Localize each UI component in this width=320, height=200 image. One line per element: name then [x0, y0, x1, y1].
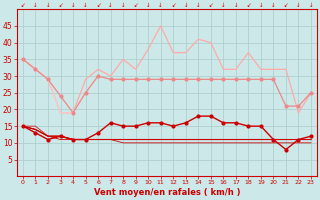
X-axis label: Vent moyen/en rafales ( km/h ): Vent moyen/en rafales ( km/h ) — [94, 188, 240, 197]
